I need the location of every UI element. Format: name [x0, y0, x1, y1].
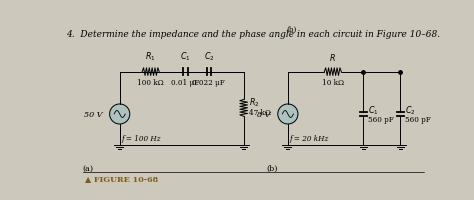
- Text: f = 100 Hz: f = 100 Hz: [121, 134, 161, 142]
- Text: 0.022 μF: 0.022 μF: [192, 78, 225, 86]
- Text: 0.01 μF: 0.01 μF: [172, 78, 200, 86]
- Text: $R_1$: $R_1$: [146, 50, 156, 62]
- Text: (b): (b): [266, 164, 278, 172]
- Text: $C_2$: $C_2$: [405, 104, 416, 116]
- Text: $C_2$: $C_2$: [203, 50, 214, 62]
- Text: ▲ FIGURE 10-68: ▲ FIGURE 10-68: [85, 175, 158, 183]
- Text: 50 V: 50 V: [84, 110, 103, 118]
- Text: 560 pF: 560 pF: [368, 115, 393, 123]
- Text: 4.  Determine the impedance and the phase angle in each circuit in Figure 10–68.: 4. Determine the impedance and the phase…: [66, 30, 440, 39]
- Text: $R$: $R$: [329, 51, 336, 62]
- Text: 100 kΩ: 100 kΩ: [137, 78, 164, 86]
- Text: 560 pF: 560 pF: [405, 115, 431, 123]
- Text: 47 kΩ: 47 kΩ: [249, 108, 271, 116]
- Text: (b): (b): [287, 26, 297, 33]
- Text: f = 20 kHz: f = 20 kHz: [290, 134, 329, 142]
- Text: $C_1$: $C_1$: [180, 50, 191, 62]
- Circle shape: [109, 104, 130, 124]
- Text: (a): (a): [82, 164, 94, 172]
- Text: 10 kΩ: 10 kΩ: [322, 78, 344, 86]
- Text: $C_1$: $C_1$: [368, 104, 378, 116]
- Text: $R_2$: $R_2$: [249, 96, 260, 108]
- Text: 8 V: 8 V: [257, 110, 271, 118]
- Circle shape: [278, 104, 298, 124]
